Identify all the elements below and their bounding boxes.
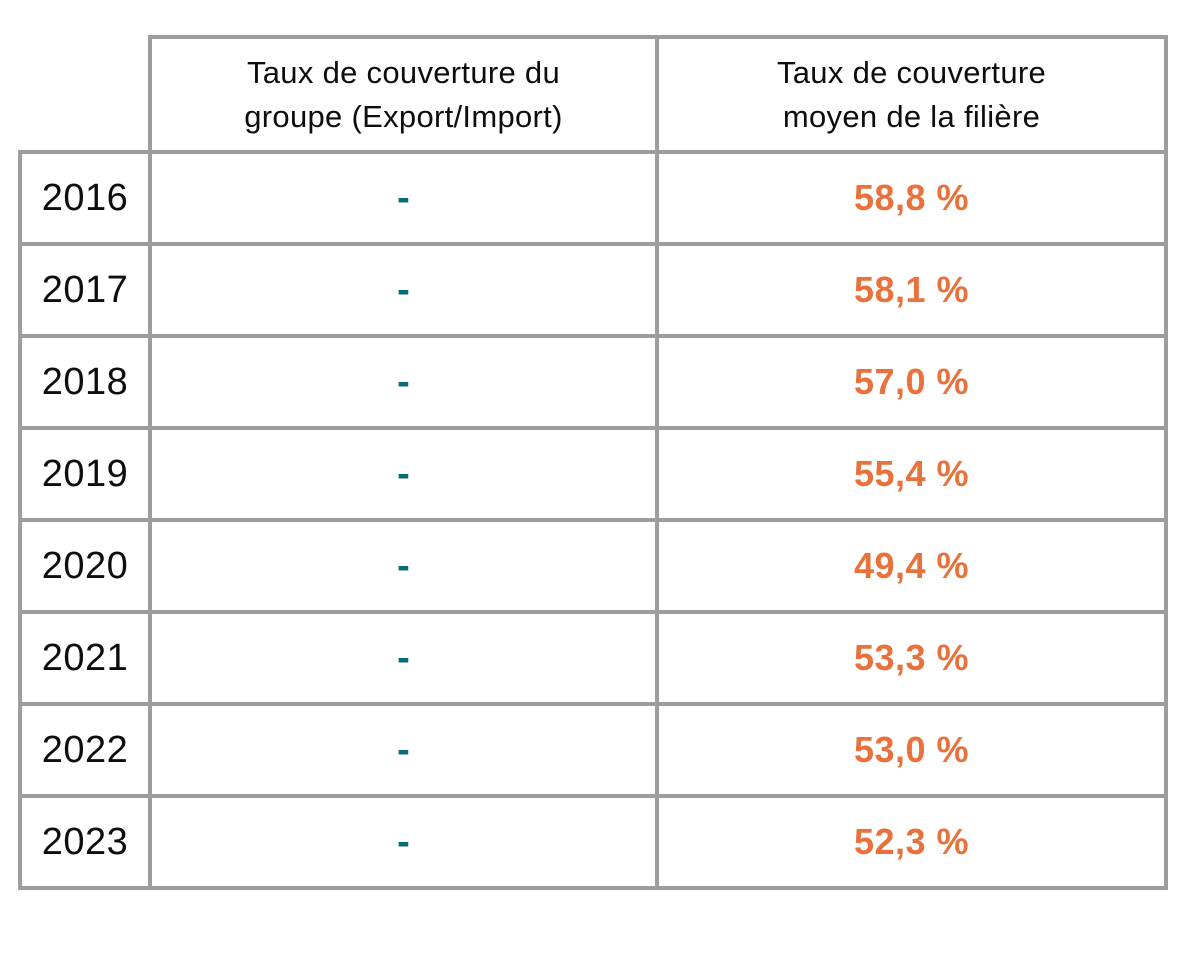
year-label: 2020 — [18, 518, 152, 614]
sector-rate-value: 49,4 % — [655, 518, 1168, 614]
header-sector-line1: Taux de couverture — [776, 55, 1047, 91]
group-rate-value: - — [148, 150, 659, 246]
group-rate-value: - — [148, 518, 659, 614]
sector-rate-value: 53,0 % — [655, 702, 1168, 798]
header-group-line1: Taux de couverture du — [246, 55, 561, 91]
group-rate-value: - — [148, 610, 659, 706]
table-row-2019: 2019 - 55,4 % — [18, 426, 1168, 522]
sector-rate-value: 52,3 % — [655, 794, 1168, 890]
coverage-table: Taux de couverture du groupe (Export/Imp… — [18, 35, 1168, 890]
year-label: 2017 — [18, 242, 152, 338]
table-row-2023: 2023 - 52,3 % — [18, 794, 1168, 890]
year-label: 2022 — [18, 702, 152, 798]
group-rate-value: - — [148, 702, 659, 798]
table-row-2022: 2022 - 53,0 % — [18, 702, 1168, 798]
sector-rate-value: 58,1 % — [655, 242, 1168, 338]
year-label: 2021 — [18, 610, 152, 706]
sector-rate-value: 53,3 % — [655, 610, 1168, 706]
year-label: 2023 — [18, 794, 152, 890]
table-row-2017: 2017 - 58,1 % — [18, 242, 1168, 338]
header-row: Taux de couverture du groupe (Export/Imp… — [20, 35, 1168, 154]
sector-rate-value: 58,8 % — [655, 150, 1168, 246]
header-sector-line2: moyen de la filière — [782, 98, 1041, 134]
year-label: 2016 — [18, 150, 152, 246]
group-rate-value: - — [148, 794, 659, 890]
group-rate-value: - — [148, 334, 659, 430]
header-group-line2: groupe (Export/Import) — [244, 98, 563, 134]
table-row-2016: 2016 - 58,8 % — [18, 150, 1168, 246]
table-row-2020: 2020 - 49,4 % — [18, 518, 1168, 614]
sector-rate-value: 55,4 % — [655, 426, 1168, 522]
sector-rate-value: 57,0 % — [655, 334, 1168, 430]
year-label: 2019 — [18, 426, 152, 522]
column-header-group-coverage: Taux de couverture du groupe (Export/Imp… — [148, 35, 659, 154]
group-rate-value: - — [148, 242, 659, 338]
column-header-sector-coverage: Taux de couverture moyen de la filière — [655, 35, 1168, 154]
empty-corner-cell — [20, 37, 150, 152]
group-rate-value: - — [148, 426, 659, 522]
table-row-2018: 2018 - 57,0 % — [18, 334, 1168, 430]
year-label: 2018 — [18, 334, 152, 430]
table-row-2021: 2021 - 53,3 % — [18, 610, 1168, 706]
